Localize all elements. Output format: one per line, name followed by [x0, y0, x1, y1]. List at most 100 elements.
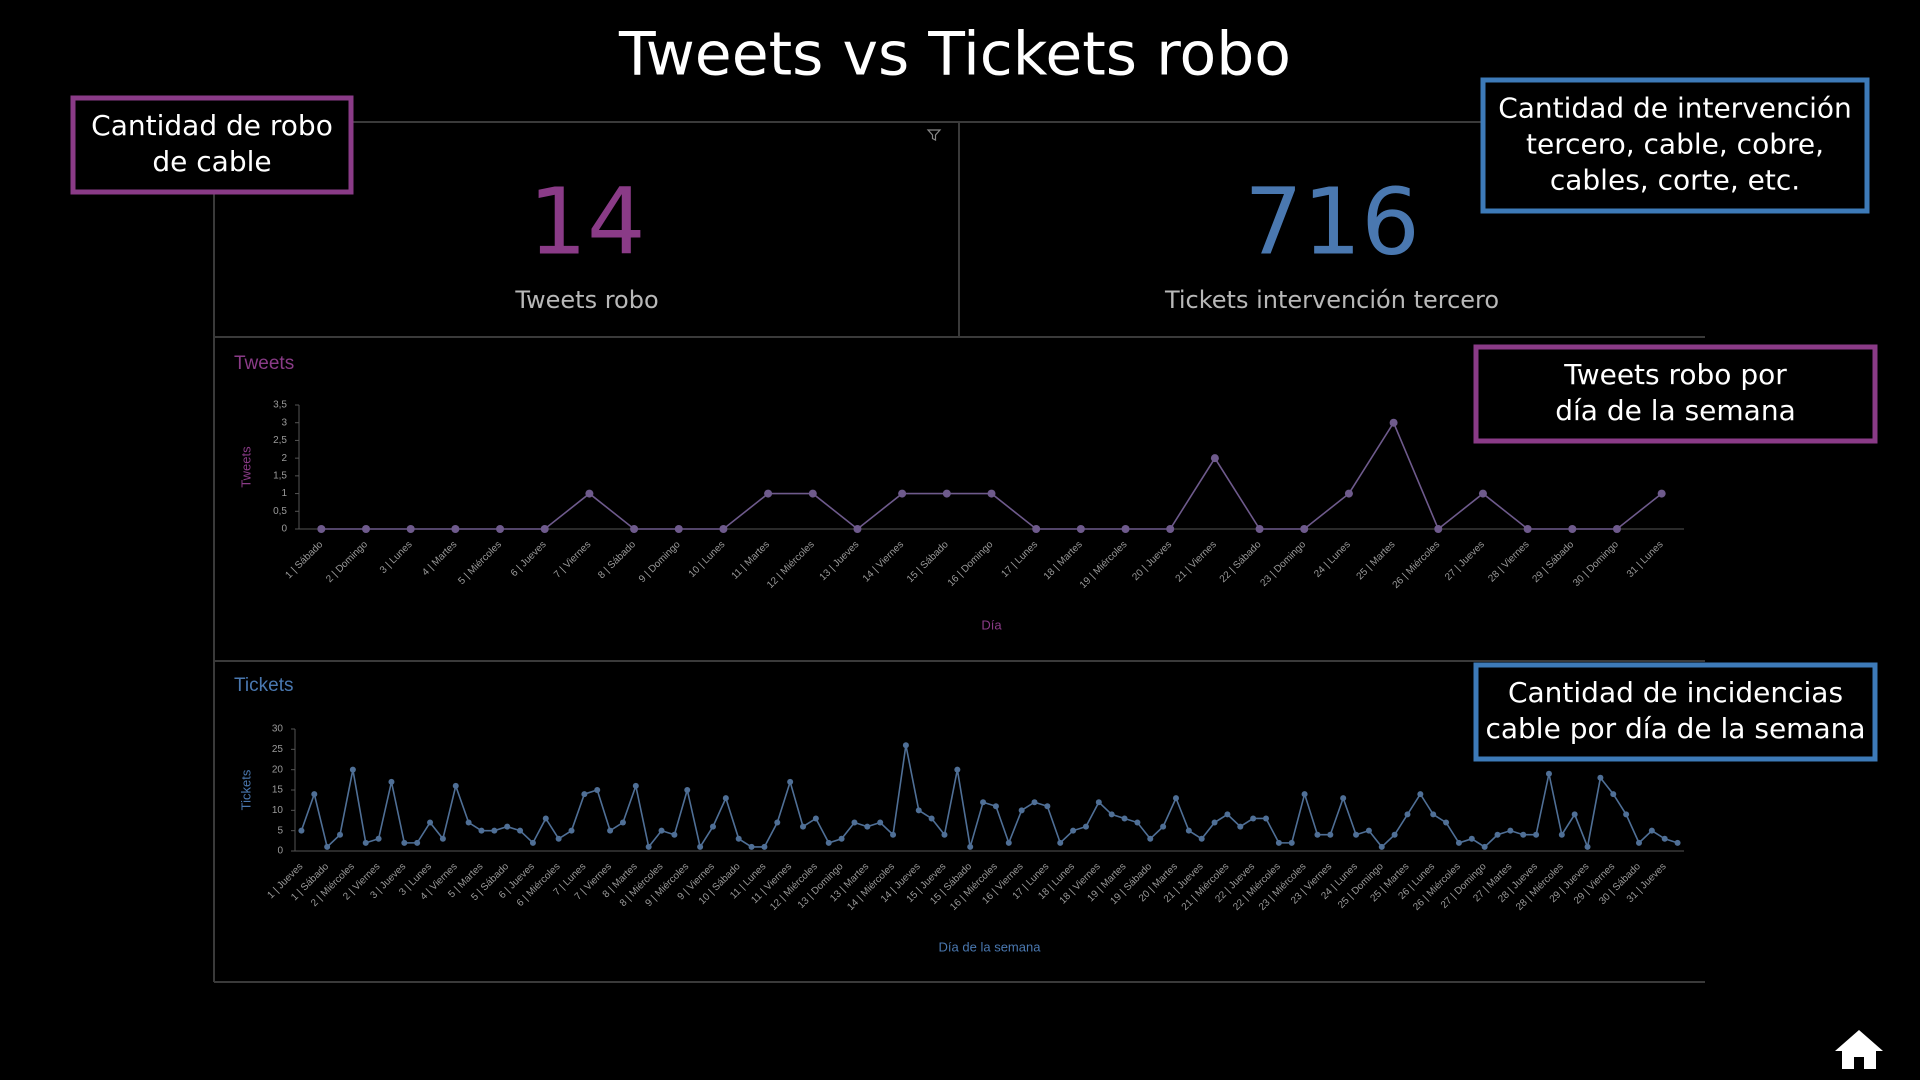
- y-tick-label: 20: [272, 764, 284, 775]
- data-point: [1481, 843, 1488, 850]
- annotation-box: [1473, 344, 1878, 444]
- data-point: [941, 831, 948, 838]
- data-point: [1353, 831, 1360, 838]
- data-point: [1263, 815, 1270, 822]
- data-point: [764, 489, 773, 498]
- data-point: [1597, 774, 1604, 781]
- annotation-text: Cantidad de intervención: [1498, 92, 1852, 125]
- data-point: [1210, 454, 1219, 463]
- data-point: [658, 827, 665, 834]
- y-tick-label: 2,5: [273, 435, 287, 446]
- data-point: [1121, 815, 1128, 822]
- data-point: [414, 839, 421, 846]
- kpi-label: Tweets robo: [514, 286, 658, 314]
- kpi-value: 14: [528, 168, 645, 275]
- data-point: [1250, 815, 1257, 822]
- data-point: [1327, 831, 1334, 838]
- data-point: [1057, 839, 1064, 846]
- data-point: [401, 839, 408, 846]
- data-point: [851, 819, 858, 826]
- annotation-text: tercero, cable, cobre,: [1526, 128, 1824, 161]
- data-point: [684, 787, 691, 793]
- data-point: [1288, 839, 1295, 846]
- data-point: [1417, 791, 1424, 798]
- data-point: [877, 819, 884, 826]
- data-point: [898, 489, 907, 498]
- data-point: [568, 827, 575, 834]
- data-point: [362, 839, 369, 846]
- data-point: [1523, 525, 1532, 533]
- data-point: [1255, 525, 1264, 533]
- data-point: [1430, 811, 1437, 818]
- data-point: [388, 778, 395, 785]
- annotation-box: [70, 95, 354, 195]
- data-point: [992, 803, 999, 810]
- home-icon[interactable]: [1835, 1030, 1883, 1069]
- data-point: [1455, 839, 1462, 846]
- panel-frame: [213, 121, 1705, 983]
- data-point: [1404, 811, 1411, 818]
- data-point: [719, 525, 728, 533]
- data-point: [1635, 839, 1642, 846]
- data-point: [452, 782, 459, 789]
- data-point: [987, 489, 996, 498]
- data-point: [1076, 525, 1085, 533]
- data-point: [671, 831, 678, 838]
- data-point: [465, 819, 472, 826]
- data-point: [324, 843, 331, 850]
- data-point: [1389, 418, 1398, 427]
- chart-title: Tweets: [234, 353, 294, 374]
- data-point: [748, 843, 755, 850]
- data-point: [722, 795, 729, 802]
- annotation-text: de cable: [152, 145, 271, 178]
- data-point: [954, 766, 961, 773]
- data-point: [902, 742, 909, 749]
- data-point: [1584, 843, 1591, 850]
- data-point: [812, 815, 819, 822]
- filter-icon[interactable]: [926, 129, 942, 141]
- data-point: [1121, 525, 1130, 533]
- y-tick-label: 25: [272, 744, 284, 755]
- data-point: [427, 819, 434, 826]
- data-point: [980, 799, 987, 806]
- data-point: [1166, 525, 1175, 533]
- y-tick-label: 2: [281, 453, 287, 464]
- data-point: [1661, 835, 1668, 842]
- data-point: [1610, 791, 1617, 798]
- y-tick-label: 0,5: [273, 506, 287, 517]
- data-point: [1365, 827, 1372, 834]
- data-point: [1434, 525, 1443, 533]
- data-point: [1108, 811, 1115, 818]
- data-point: [645, 843, 652, 850]
- data-point: [697, 843, 704, 850]
- data-point: [928, 815, 935, 822]
- data-point: [1648, 827, 1655, 834]
- data-point: [1172, 795, 1179, 802]
- data-point: [1391, 831, 1398, 838]
- y-tick-label: 10: [272, 805, 284, 816]
- annotation-box: [1480, 77, 1870, 214]
- data-point: [439, 835, 446, 842]
- y-tick-label: 1,5: [273, 470, 287, 481]
- y-tick-label: 0: [281, 524, 287, 535]
- annotation-box: [1473, 662, 1878, 762]
- data-point: [709, 823, 716, 830]
- data-point: [1378, 843, 1385, 850]
- data-point: [311, 791, 318, 798]
- data-point: [1301, 791, 1308, 798]
- data-point: [942, 489, 951, 498]
- data-point: [529, 839, 536, 846]
- data-point: [1147, 835, 1154, 842]
- data-point: [337, 831, 344, 838]
- annotation-text: Cantidad de robo: [91, 109, 333, 142]
- data-point: [1520, 831, 1527, 838]
- data-point: [1275, 839, 1282, 846]
- y-tick-label: 3: [281, 417, 287, 428]
- data-point: [1095, 799, 1102, 806]
- data-point: [1134, 819, 1141, 826]
- data-point: [1657, 489, 1666, 498]
- data-point: [864, 823, 871, 830]
- data-point: [853, 525, 862, 533]
